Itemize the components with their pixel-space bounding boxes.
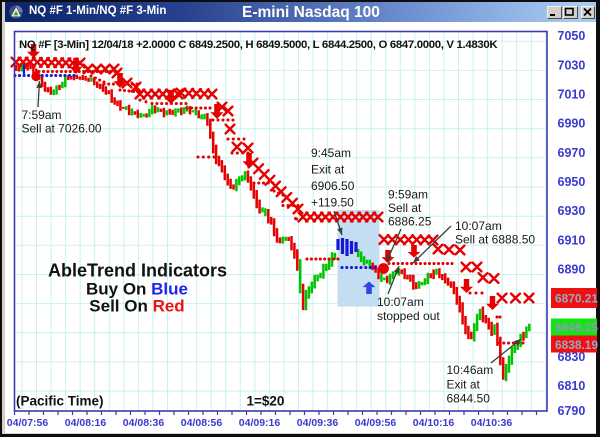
svg-text:6890: 6890 <box>558 262 586 276</box>
svg-text:04/10:36: 04/10:36 <box>471 417 513 429</box>
svg-text:6790: 6790 <box>558 404 586 418</box>
svg-text:Sell at: Sell at <box>388 201 422 215</box>
svg-text:6906.50: 6906.50 <box>311 179 355 193</box>
svg-text:04/10:16: 04/10:16 <box>413 417 455 429</box>
svg-text:10:46am: 10:46am <box>447 363 494 377</box>
svg-text:+119.50: +119.50 <box>311 196 354 210</box>
svg-text:Sell On Red: Sell On Red <box>89 297 184 316</box>
svg-text:6844.50: 6844.50 <box>447 392 491 406</box>
svg-text:6910: 6910 <box>558 233 586 247</box>
svg-text:(Pacific Time): (Pacific Time) <box>16 394 104 409</box>
svg-text:10:07am: 10:07am <box>377 295 424 309</box>
svg-text:6950: 6950 <box>558 175 586 189</box>
svg-text:6830: 6830 <box>558 350 586 364</box>
svg-text:6849.25: 6849.25 <box>555 321 598 335</box>
svg-text:6930: 6930 <box>558 204 586 218</box>
svg-text:04/08:56: 04/08:56 <box>181 417 223 429</box>
svg-text:04/09:36: 04/09:36 <box>297 417 339 429</box>
svg-text:6886.25: 6886.25 <box>388 215 432 229</box>
svg-text:1=$20: 1=$20 <box>247 394 285 409</box>
svg-text:04/08:16: 04/08:16 <box>65 417 107 429</box>
svg-text:7050: 7050 <box>558 29 586 43</box>
svg-text:AbleTrend Indicators: AbleTrend Indicators <box>48 261 227 281</box>
svg-text:10:07am: 10:07am <box>455 219 502 233</box>
svg-text:9:59am: 9:59am <box>388 188 428 202</box>
svg-text:7:59am: 7:59am <box>22 108 62 122</box>
svg-text:04/09:56: 04/09:56 <box>355 417 397 429</box>
svg-text:9:45am: 9:45am <box>311 146 351 160</box>
svg-text:04/08:36: 04/08:36 <box>123 417 165 429</box>
svg-text:Exit at: Exit at <box>447 378 481 392</box>
svg-text:6870.21: 6870.21 <box>555 292 598 306</box>
svg-text:NQ #F [3-Min] 12/04/18 +2.000: NQ #F [3-Min] 12/04/18 +2.0000 C 6849.25… <box>19 39 498 51</box>
svg-text:6990: 6990 <box>558 117 586 131</box>
svg-text:6970: 6970 <box>558 146 586 160</box>
svg-text:Sell at 6888.50: Sell at 6888.50 <box>455 233 535 247</box>
svg-text:7030: 7030 <box>558 58 586 72</box>
svg-text:Sell at 7026.00: Sell at 7026.00 <box>22 122 102 136</box>
svg-text:stopped out: stopped out <box>377 309 440 323</box>
svg-text:04/07:56: 04/07:56 <box>7 417 49 429</box>
svg-text:7010: 7010 <box>558 88 586 102</box>
svg-text:04/09:16: 04/09:16 <box>239 417 281 429</box>
svg-text:Buy On Blue: Buy On Blue <box>86 280 188 299</box>
svg-text:6810: 6810 <box>558 379 586 393</box>
svg-text:6838.19: 6838.19 <box>555 338 598 352</box>
svg-text:Exit at: Exit at <box>311 163 345 177</box>
